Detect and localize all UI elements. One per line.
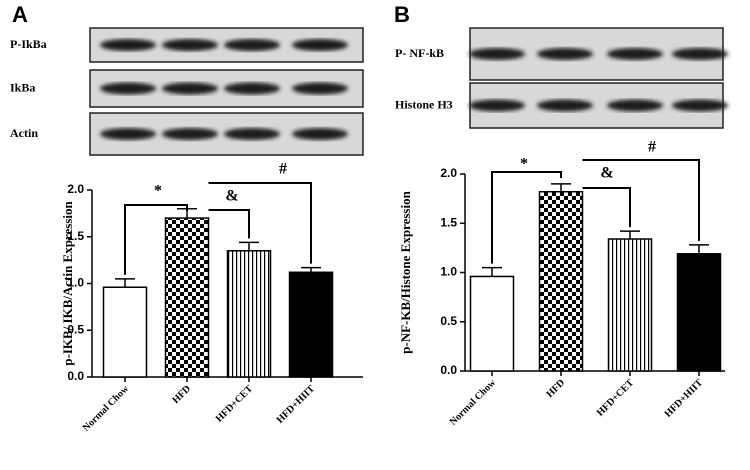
blot-band xyxy=(469,48,525,60)
blot-band xyxy=(469,99,525,112)
bar xyxy=(607,238,653,372)
y-tick-label: 0.5 xyxy=(67,322,84,336)
significance-bracket xyxy=(491,171,562,264)
blot-label: P-IkBa xyxy=(10,37,47,51)
bar xyxy=(538,190,584,372)
x-tick-label: HFD+HIIT xyxy=(275,383,318,426)
blot-band xyxy=(672,99,728,112)
y-tick-label: 1.5 xyxy=(440,215,457,229)
blot-band xyxy=(162,82,218,95)
x-tick-label: HFD+CET xyxy=(595,377,637,419)
blot-band xyxy=(224,39,280,51)
bar xyxy=(226,250,272,378)
y-tick-label: 1.0 xyxy=(440,265,457,279)
blot-band xyxy=(100,39,156,51)
y-axis-label: p-IKB/ IKB/Actin Expression xyxy=(60,201,75,366)
error-bar xyxy=(620,230,640,240)
x-tick-label: Normal Chow xyxy=(81,383,132,434)
blot-band xyxy=(607,48,663,60)
error-bar xyxy=(551,183,571,192)
significance-bracket xyxy=(582,159,700,241)
x-tick-label: HFD xyxy=(544,377,567,400)
blot-band xyxy=(224,82,280,95)
y-tick-label: 0.0 xyxy=(67,369,84,383)
x-tick-label: Normal Chow xyxy=(448,377,499,428)
error-bar xyxy=(115,278,135,288)
y-tick-label: 1.0 xyxy=(67,276,84,290)
significance-label: # xyxy=(279,161,287,178)
blot-band xyxy=(100,82,156,95)
blot-band xyxy=(607,99,663,112)
y-tick-label: 2.0 xyxy=(440,166,457,180)
bar xyxy=(469,275,515,372)
error-bar xyxy=(239,241,259,251)
y-axis-label: p-NF-KB/Histone Expression xyxy=(398,190,413,353)
y-tick-label: 2.0 xyxy=(67,182,84,196)
significance-bracket xyxy=(208,182,312,264)
blot-band xyxy=(672,48,728,60)
blot-band xyxy=(292,82,348,95)
significance-label: * xyxy=(154,183,162,200)
blot-band xyxy=(292,39,348,51)
blot-label: IkBa xyxy=(10,80,35,94)
significance-label: & xyxy=(600,165,613,182)
significance-label: * xyxy=(520,156,528,173)
bar xyxy=(164,217,210,378)
blot-band xyxy=(162,39,218,51)
panel-letter: A xyxy=(12,2,28,27)
blot-band xyxy=(537,99,593,112)
error-bar xyxy=(482,266,502,277)
y-tick-label: 1.5 xyxy=(67,229,84,243)
blot-label: P- NF-kB xyxy=(395,46,444,60)
significance-bracket xyxy=(124,204,188,275)
y-tick-label: 0.0 xyxy=(440,363,457,377)
significance-bracket xyxy=(582,187,631,228)
y-tick-label: 0.5 xyxy=(440,314,457,328)
error-bar xyxy=(301,266,321,273)
significance-label: # xyxy=(648,139,656,156)
bar xyxy=(288,271,334,378)
significance-bracket xyxy=(208,209,250,239)
significance-label: & xyxy=(225,188,238,205)
blot-band xyxy=(162,128,218,140)
blot-band xyxy=(100,128,156,140)
x-tick-label: HFD+HIIT xyxy=(663,377,706,420)
blot-band xyxy=(224,128,280,140)
blot-band xyxy=(292,128,348,140)
blot-label: Actin xyxy=(10,126,38,140)
bar xyxy=(676,253,722,372)
blot-band xyxy=(537,48,593,60)
error-bar xyxy=(689,244,709,254)
blot-label: Histone H3 xyxy=(395,97,453,111)
x-tick-label: HFD xyxy=(170,383,193,406)
panel-letter: B xyxy=(394,2,410,27)
x-tick-label: HFD+CET xyxy=(214,383,256,425)
bar xyxy=(102,286,148,378)
